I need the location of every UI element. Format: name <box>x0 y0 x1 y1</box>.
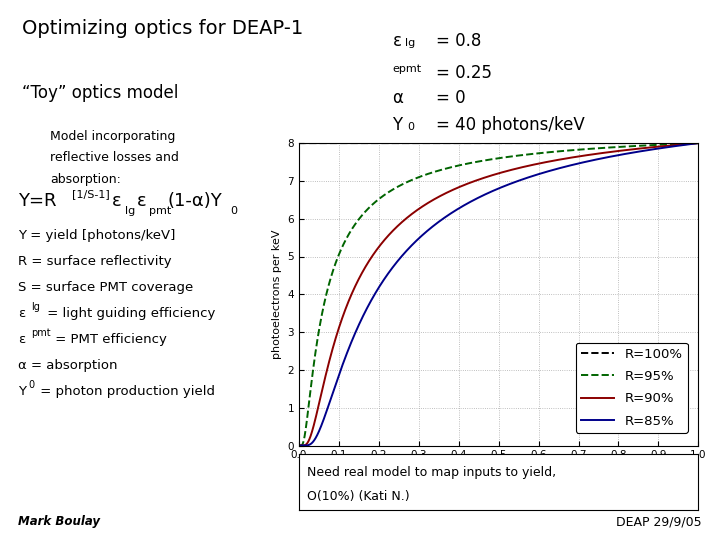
R=85% <box>294 442 303 449</box>
Text: “Toy” optics model: “Toy” optics model <box>22 84 178 102</box>
Text: lg: lg <box>405 38 415 48</box>
Text: Y = yield [photons/keV]: Y = yield [photons/keV] <box>18 230 176 242</box>
R=95% <box>683 140 691 147</box>
Text: ε: ε <box>18 307 25 320</box>
Text: Y: Y <box>18 385 26 398</box>
Legend: R=100%, R=95%, R=90%, R=85%: R=100%, R=95%, R=90%, R=85% <box>576 342 688 433</box>
Text: lg: lg <box>125 206 135 216</box>
Text: = 0: = 0 <box>436 89 465 106</box>
Line: R=90%: R=90% <box>299 143 698 446</box>
Text: S = surface PMT coverage: S = surface PMT coverage <box>18 281 193 294</box>
Text: [1/S-1]: [1/S-1] <box>72 189 109 199</box>
Text: α = absorption: α = absorption <box>18 359 117 372</box>
R=85% <box>694 140 703 146</box>
Text: reflective losses and: reflective losses and <box>50 151 179 164</box>
Text: = 0.25: = 0.25 <box>436 64 492 82</box>
R=85% <box>683 141 691 148</box>
R=100% <box>294 140 303 146</box>
R=85% <box>315 427 324 434</box>
Text: DEAP 29/9/05: DEAP 29/9/05 <box>616 515 702 528</box>
Text: O(10%) (Kati N.): O(10%) (Kati N.) <box>307 490 410 503</box>
Text: ε: ε <box>18 333 25 346</box>
Text: = PMT efficiency: = PMT efficiency <box>51 333 167 346</box>
R=100% <box>683 140 691 146</box>
X-axis label: Fractional surface coverage: Fractional surface coverage <box>421 466 576 476</box>
Text: Y=R: Y=R <box>18 192 56 210</box>
Text: epmt: epmt <box>392 64 421 74</box>
R=100% <box>315 140 324 146</box>
Text: = 0.8: = 0.8 <box>436 32 481 50</box>
R=90% <box>694 140 703 146</box>
R=100% <box>478 140 487 146</box>
R=100% <box>683 140 691 146</box>
R=90% <box>683 141 691 147</box>
Text: lg: lg <box>31 302 40 312</box>
Text: 0: 0 <box>407 122 414 132</box>
R=90% <box>609 148 618 155</box>
R=90% <box>315 399 324 406</box>
R=95% <box>315 325 324 331</box>
R=85% <box>478 192 487 199</box>
Text: α: α <box>392 89 403 106</box>
Text: Optimizing optics for DEAP-1: Optimizing optics for DEAP-1 <box>22 19 303 38</box>
R=90% <box>478 175 487 181</box>
R=100% <box>489 140 498 146</box>
R=100% <box>694 140 703 146</box>
Text: Model incorporating: Model incorporating <box>50 130 176 143</box>
R=90% <box>489 172 498 178</box>
R=95% <box>489 156 498 163</box>
Text: = 40 photons/keV: = 40 photons/keV <box>436 116 585 134</box>
Text: pmt: pmt <box>31 328 50 338</box>
Text: (1-α)Y: (1-α)Y <box>168 192 222 210</box>
R=95% <box>478 158 487 164</box>
R=95% <box>294 442 303 449</box>
Line: R=85%: R=85% <box>299 143 698 446</box>
Text: absorption:: absorption: <box>50 173 121 186</box>
Text: Mark Boulay: Mark Boulay <box>18 515 100 528</box>
Line: R=95%: R=95% <box>299 143 698 446</box>
R=95% <box>609 144 618 151</box>
R=100% <box>609 140 618 146</box>
Text: = photon production yield: = photon production yield <box>36 385 215 398</box>
R=85% <box>489 187 498 194</box>
R=95% <box>683 140 691 147</box>
Text: Y: Y <box>392 116 402 134</box>
R=90% <box>294 442 303 449</box>
Text: 0: 0 <box>28 380 35 390</box>
Text: Need real model to map inputs to yield,: Need real model to map inputs to yield, <box>307 466 556 479</box>
R=95% <box>694 140 703 146</box>
Text: ε: ε <box>112 192 121 210</box>
R=85% <box>683 141 691 148</box>
R=90% <box>683 141 691 147</box>
Text: = light guiding efficiency: = light guiding efficiency <box>43 307 215 320</box>
Text: 0: 0 <box>230 206 238 216</box>
Text: pmt: pmt <box>149 206 171 216</box>
Y-axis label: photoelectrons per keV: photoelectrons per keV <box>271 230 282 359</box>
Text: R = surface reflectivity: R = surface reflectivity <box>18 255 171 268</box>
Text: ε: ε <box>392 32 402 50</box>
R=85% <box>609 153 618 159</box>
Text: ε: ε <box>137 192 146 210</box>
